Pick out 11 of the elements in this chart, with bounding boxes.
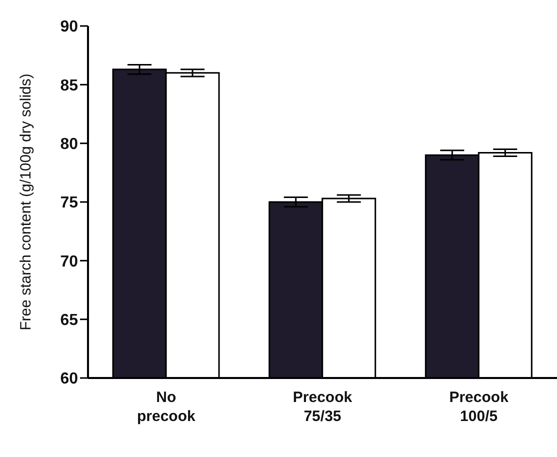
y-tick-label: 60 <box>60 370 78 388</box>
x-tick-label: Precook 75/35 <box>292 389 353 425</box>
y-tick-label: 80 <box>60 136 78 154</box>
y-tick-label: 70 <box>60 253 78 270</box>
y-tick-label: 75 <box>60 194 78 212</box>
y-tick-label: 65 <box>60 312 78 330</box>
x-tick-label: No precook <box>136 389 196 425</box>
y-tick-label: 85 <box>60 77 78 94</box>
y-axis-title: Free starch content (g/100g dry solids) <box>17 74 34 330</box>
x-tick-label: Precook 100/5 <box>449 389 510 425</box>
y-tick-label: 90 <box>60 18 78 36</box>
